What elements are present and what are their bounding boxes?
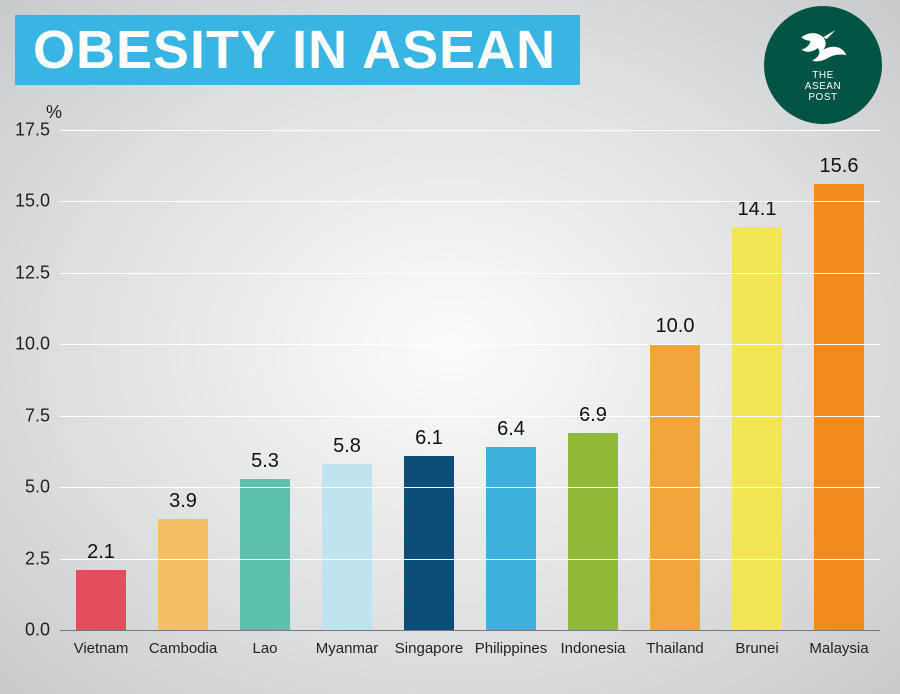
x-axis-label: Myanmar: [306, 640, 388, 657]
x-axis-label: Vietnam: [60, 640, 142, 657]
bar: [404, 456, 455, 630]
x-axis-label: Indonesia: [552, 640, 634, 657]
gridline: [60, 201, 880, 202]
x-axis-label: Thailand: [634, 640, 716, 657]
bar-slot: 6.9: [552, 130, 634, 630]
ytick-label: 5.0: [25, 477, 50, 498]
chart-plot-area: % 2.13.95.35.86.16.46.910.014.115.6 0.02…: [60, 130, 880, 630]
page-root: OBESITY IN ASEAN THE ASEAN POST % 2.13.9…: [0, 0, 900, 694]
brand-logo: THE ASEAN POST: [764, 6, 882, 124]
bar: [486, 447, 537, 630]
x-axis-label: Brunei: [716, 640, 798, 657]
x-axis-label: Malaysia: [798, 640, 880, 657]
bar-value-label: 3.9: [169, 490, 197, 513]
bar-slot: 5.8: [306, 130, 388, 630]
title-text: OBESITY IN ASEAN: [33, 19, 556, 81]
bar-slot: 14.1: [716, 130, 798, 630]
x-axis-label: Lao: [224, 640, 306, 657]
ytick-label: 2.5: [25, 548, 50, 569]
gridline: [60, 344, 880, 345]
bar-value-label: 6.4: [497, 418, 525, 441]
bar-slot: 6.1: [388, 130, 470, 630]
bar-slot: 5.3: [224, 130, 306, 630]
bar: [76, 570, 127, 630]
bar-slot: 6.4: [470, 130, 552, 630]
bar-value-label: 10.0: [656, 315, 695, 338]
bar-value-label: 15.6: [820, 155, 859, 178]
gridline: [60, 416, 880, 417]
bar: [158, 519, 209, 630]
gridline: [60, 559, 880, 560]
bar-slot: 2.1: [60, 130, 142, 630]
x-axis-labels: VietnamCambodiaLaoMyanmarSingaporePhilip…: [60, 640, 880, 657]
bar-value-label: 5.8: [333, 435, 361, 458]
bar: [240, 479, 291, 630]
bar: [568, 433, 619, 630]
brand-line1: THE: [805, 70, 841, 81]
gridline: [60, 130, 880, 131]
brand-line2: ASEAN: [805, 81, 841, 92]
bar: [732, 227, 783, 630]
bar: [322, 464, 373, 630]
x-axis-label: Philippines: [470, 640, 552, 657]
x-axis-label: Cambodia: [142, 640, 224, 657]
bars-container: 2.1 3.9 5.3 5.8 6.1 6.4 6.9 10.0 14.1 15.6: [60, 130, 880, 630]
bar-slot: 15.6: [798, 130, 880, 630]
ytick-label: 10.0: [15, 334, 50, 355]
bar: [814, 184, 865, 630]
gridline: [60, 630, 880, 631]
ytick-label: 15.0: [15, 191, 50, 212]
ytick-label: 17.5: [15, 120, 50, 141]
ytick-label: 7.5: [25, 405, 50, 426]
bar-value-label: 6.1: [415, 427, 443, 450]
ytick-label: 0.0: [25, 620, 50, 641]
x-axis-label: Singapore: [388, 640, 470, 657]
title-bar: OBESITY IN ASEAN: [15, 15, 580, 85]
bar-slot: 3.9: [142, 130, 224, 630]
bar-slot: 10.0: [634, 130, 716, 630]
brand-line3: POST: [805, 92, 841, 103]
gridline: [60, 487, 880, 488]
bar-value-label: 2.1: [87, 541, 115, 564]
gridline: [60, 273, 880, 274]
hummingbird-icon: [796, 28, 850, 68]
ytick-label: 12.5: [15, 262, 50, 283]
brand-text: THE ASEAN POST: [805, 70, 841, 103]
bar-value-label: 5.3: [251, 450, 279, 473]
